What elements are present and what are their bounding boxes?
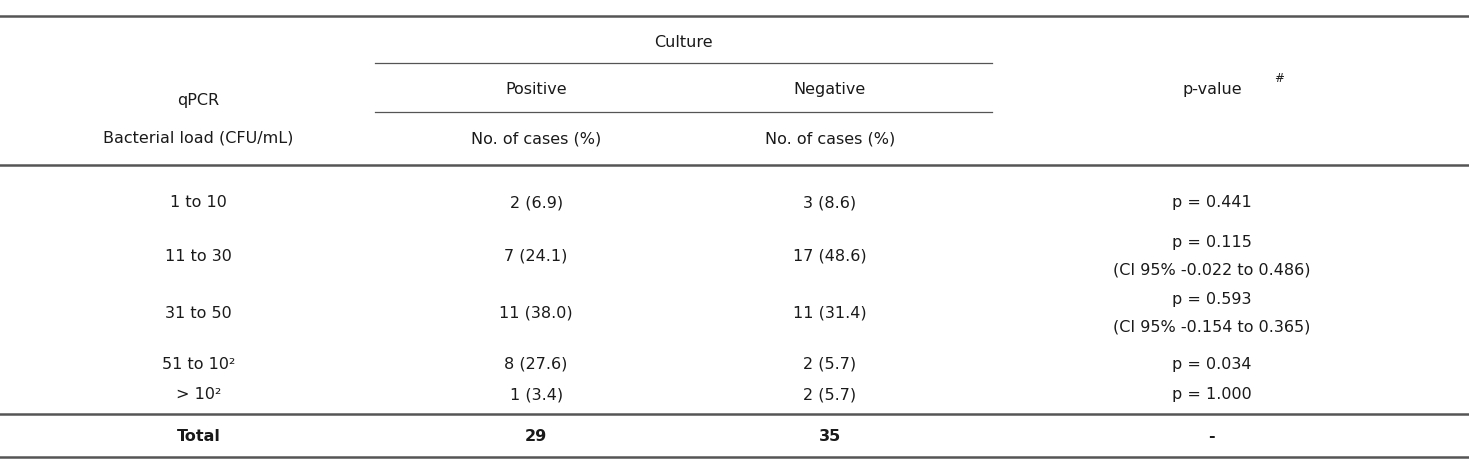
Text: p = 0.441: p = 0.441 — [1172, 196, 1252, 210]
Text: 17 (48.6): 17 (48.6) — [793, 249, 867, 263]
Text: Culture: Culture — [654, 35, 712, 50]
Text: 1 (3.4): 1 (3.4) — [510, 387, 563, 402]
Text: 11 (31.4): 11 (31.4) — [793, 306, 867, 320]
Text: 7 (24.1): 7 (24.1) — [504, 249, 569, 263]
Text: > 10²: > 10² — [176, 387, 220, 402]
Text: 35: 35 — [818, 430, 842, 444]
Text: (CI 95% -0.022 to 0.486): (CI 95% -0.022 to 0.486) — [1114, 263, 1310, 277]
Text: Total: Total — [176, 430, 220, 444]
Text: (CI 95% -0.154 to 0.365): (CI 95% -0.154 to 0.365) — [1114, 319, 1310, 334]
Text: 1 to 10: 1 to 10 — [170, 196, 226, 210]
Text: Bacterial load (CFU/mL): Bacterial load (CFU/mL) — [103, 130, 294, 145]
Text: p = 1.000: p = 1.000 — [1172, 387, 1252, 402]
Text: 2 (5.7): 2 (5.7) — [804, 357, 856, 372]
Text: 29: 29 — [524, 430, 548, 444]
Text: 2 (5.7): 2 (5.7) — [804, 387, 856, 402]
Text: 11 to 30: 11 to 30 — [165, 249, 232, 263]
Text: No. of cases (%): No. of cases (%) — [472, 131, 601, 146]
Text: -: - — [1209, 430, 1215, 444]
Text: 31 to 50: 31 to 50 — [165, 306, 232, 320]
Text: 51 to 10²: 51 to 10² — [162, 357, 235, 372]
Text: p = 0.593: p = 0.593 — [1172, 292, 1252, 307]
Text: Positive: Positive — [505, 82, 567, 97]
Text: 2 (6.9): 2 (6.9) — [510, 196, 563, 210]
Text: qPCR: qPCR — [178, 94, 219, 108]
Text: p = 0.115: p = 0.115 — [1172, 235, 1252, 250]
Text: #: # — [1274, 72, 1284, 84]
Text: Negative: Negative — [793, 82, 867, 97]
Text: 11 (38.0): 11 (38.0) — [499, 306, 573, 320]
Text: p-value: p-value — [1183, 82, 1241, 97]
Text: p = 0.034: p = 0.034 — [1172, 357, 1252, 372]
Text: 8 (27.6): 8 (27.6) — [504, 357, 569, 372]
Text: 3 (8.6): 3 (8.6) — [804, 196, 856, 210]
Text: No. of cases (%): No. of cases (%) — [765, 131, 895, 146]
